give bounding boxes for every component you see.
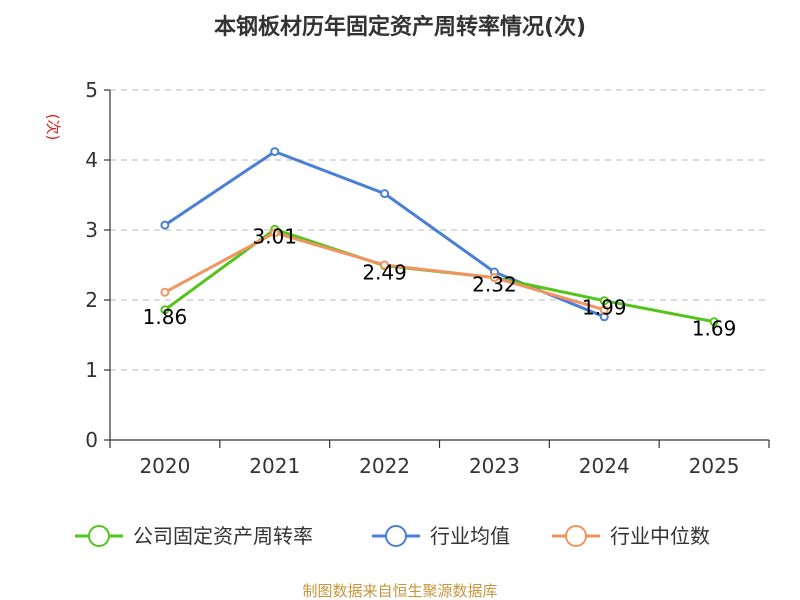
y-axis-label: (次)	[44, 114, 62, 141]
series-point-0	[160, 305, 170, 315]
grid-lines	[110, 89, 769, 371]
legend-marker-2	[565, 525, 587, 547]
series-point-2	[599, 305, 609, 315]
x-tick-label: 2025	[689, 454, 740, 478]
series-point-1	[160, 220, 170, 230]
legend-label-2: 行业中位数	[610, 524, 710, 548]
series-point-2	[270, 228, 280, 238]
data-label: 1.86	[143, 305, 188, 329]
legend-marker-0	[88, 525, 110, 547]
data-label: 2.32	[472, 273, 517, 297]
x-tick-label: 2022	[359, 454, 410, 478]
x-tick-label: 2023	[469, 454, 520, 478]
y-tick-label: 5	[85, 78, 98, 102]
legend-label-1: 行业均值	[430, 524, 510, 548]
y-tick-label: 3	[85, 218, 98, 242]
y-tick-label: 0	[85, 428, 98, 452]
chart-title: 本钢板材历年固定资产周转率情况(次)	[214, 14, 586, 40]
x-tick-label: 2021	[249, 454, 300, 478]
series-point-2	[380, 260, 390, 270]
y-tick-label: 4	[85, 148, 98, 172]
data-labels: 1.86 3.01 2.49 2.32 1.99 1.69	[143, 224, 737, 340]
series-point-2	[160, 287, 170, 297]
data-label: 1.99	[582, 296, 627, 320]
data-label: 3.01	[252, 224, 297, 248]
axes: 0 1 2 3 4 5 2020 2021 2022 2023 2024 2025	[85, 78, 770, 478]
legend-label-0: 公司固定资产周转率	[133, 524, 313, 548]
series-point-1	[270, 147, 280, 157]
source-note: 制图数据来自恒生聚源数据库	[302, 582, 497, 600]
x-tick-label: 2020	[139, 454, 190, 478]
data-label: 2.49	[362, 261, 407, 285]
series-layer	[160, 147, 719, 327]
series-point-0	[709, 317, 719, 327]
y-tick-label: 1	[85, 358, 98, 382]
series-point-0	[599, 296, 609, 306]
series-point-2	[489, 273, 499, 283]
y-tick-label: 2	[85, 288, 98, 312]
x-tick-label: 2024	[579, 454, 630, 478]
legend: 公司固定资产周转率 行业均值 行业中位数	[75, 524, 710, 548]
series-line-0	[164, 227, 715, 324]
series-point-1	[380, 189, 390, 199]
data-label: 1.69	[692, 317, 737, 341]
legend-marker-1	[385, 525, 407, 547]
